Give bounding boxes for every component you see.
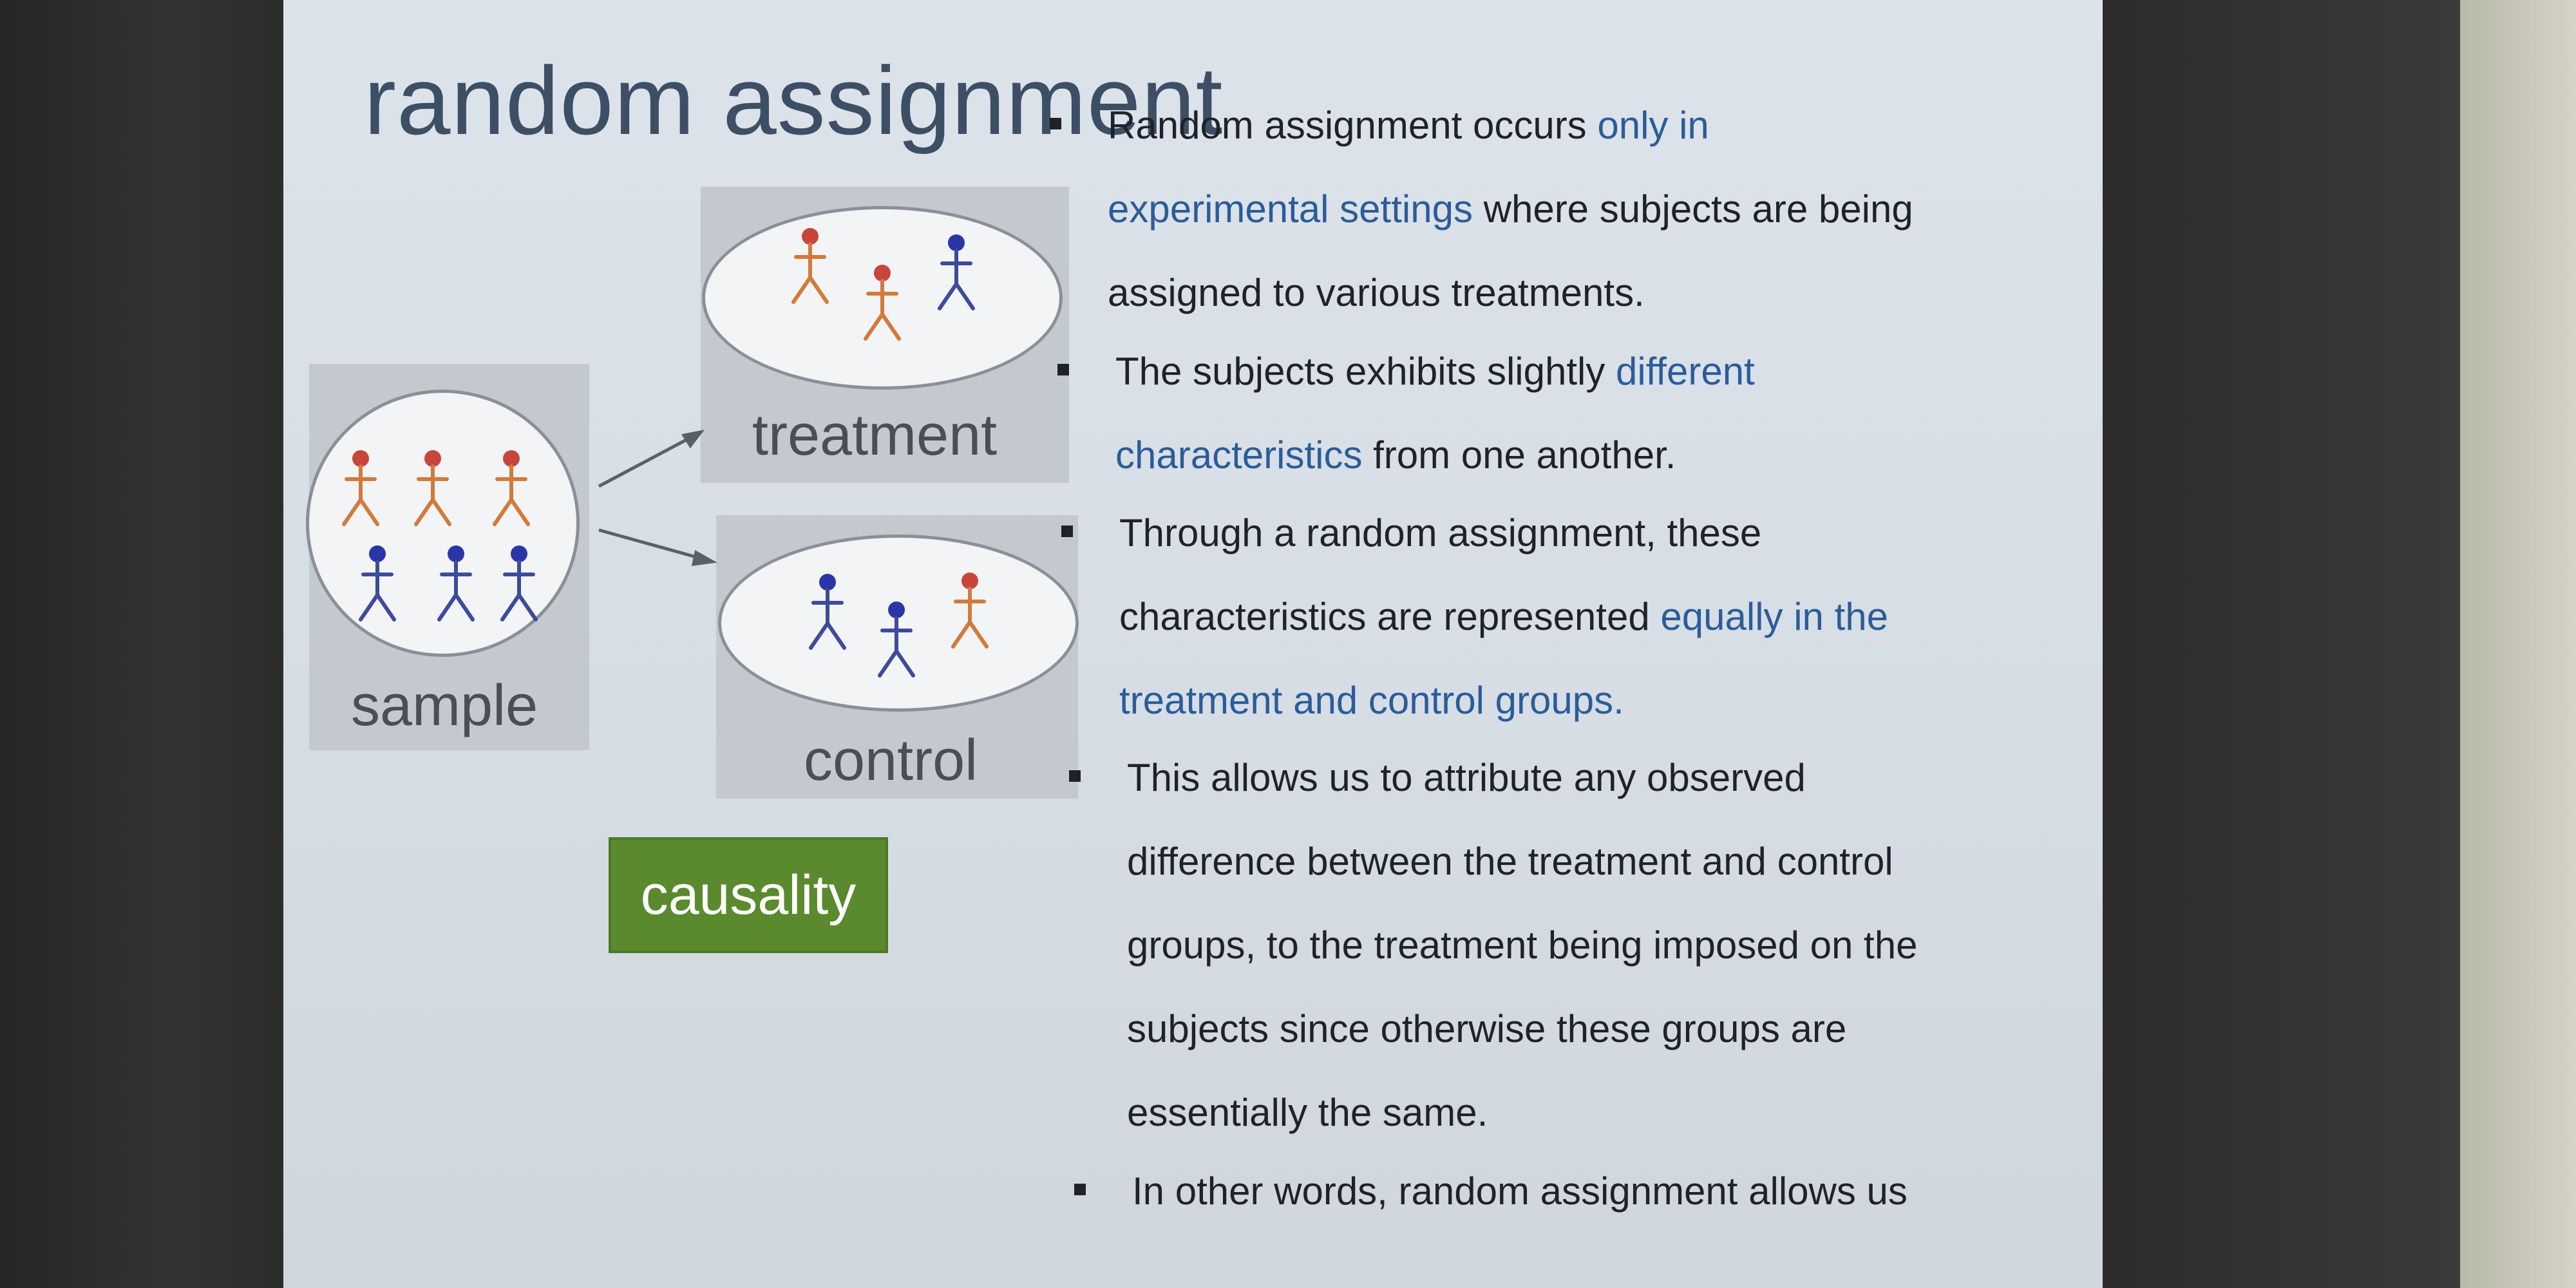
bullet-item: The subjects exhibits slightly different…: [1057, 330, 1755, 497]
stick-figure-blue: [938, 234, 975, 310]
background-wall: [2460, 0, 2576, 1288]
bullet-marker: [1050, 118, 1061, 129]
bullet-line: assigned to various treatments.: [1108, 251, 1913, 335]
bullet-marker: [1069, 770, 1081, 782]
highlighted-text: only in: [1597, 104, 1709, 147]
bullet-text: where subjects are being: [1472, 187, 1913, 231]
bullet-line: subjects since otherwise these groups ar…: [1127, 987, 1917, 1071]
highlighted-text: different: [1616, 350, 1755, 393]
causality-badge: causality: [609, 837, 888, 953]
sample-label: sample: [351, 674, 538, 738]
highlighted-text: treatment and control groups.: [1119, 679, 1624, 722]
bullet-text: Random assignment occurs: [1108, 104, 1598, 147]
bullet-line: essentially the same.: [1127, 1071, 1917, 1155]
bullet-line: This allows us to attribute any observed: [1127, 736, 1917, 820]
arrow-to-treatment-head: [681, 430, 705, 449]
stick-figure-blue: [809, 574, 846, 650]
stick-figure-blue: [500, 545, 538, 621]
bullet-text: In other words, random assignment allows…: [1132, 1170, 1908, 1213]
stick-figure-orange: [414, 450, 451, 526]
bullet-text: characteristics are represented: [1119, 595, 1661, 638]
bullet-text: groups, to the treatment being imposed o…: [1127, 923, 1918, 967]
bullet-line: experimental settings where subjects are…: [1108, 167, 1913, 251]
bullet-line: Random assignment occurs only in: [1108, 84, 1913, 167]
bullet-text: difference between the treatment and con…: [1127, 840, 1893, 883]
monitor-bezel-left: [0, 0, 283, 1288]
bullet-line: characteristics from one another.: [1115, 413, 1755, 497]
bullet-line: treatment and control groups.: [1119, 659, 1888, 743]
bullet-item: This allows us to attribute any observed…: [1069, 736, 1917, 1155]
bullet-text: This allows us to attribute any observed: [1127, 756, 1806, 799]
bullet-item: Random assignment occurs only in experime…: [1050, 84, 1913, 335]
bullet-text: subjects since otherwise these groups ar…: [1127, 1007, 1847, 1050]
highlighted-text: characteristics: [1115, 433, 1363, 477]
stick-figure-blue: [359, 545, 396, 621]
assignment-arrows: [598, 430, 717, 566]
stick-figure-orange: [864, 265, 901, 341]
highlighted-text: equally in the: [1660, 595, 1888, 638]
bullet-line: The subjects exhibits slightly different: [1115, 330, 1755, 413]
bullet-text: The subjects exhibits slightly: [1115, 350, 1616, 393]
stick-figure-orange: [791, 228, 829, 304]
arrow-to-control: [598, 528, 704, 561]
bullet-line: difference between the treatment and con…: [1127, 820, 1917, 904]
control-label: control: [804, 728, 978, 793]
bullet-marker: [1057, 364, 1069, 375]
bullet-item: In other words, random assignment allows…: [1074, 1150, 1908, 1233]
bullet-line: In other words, random assignment allows…: [1132, 1150, 1908, 1233]
bullet-marker: [1074, 1184, 1086, 1195]
slide-title: random assignment: [364, 46, 1224, 155]
bullet-marker: [1061, 526, 1073, 537]
monitor-bezel-right: [2103, 0, 2460, 1288]
bullet-item: Through a random assignment, these charac…: [1061, 491, 1888, 743]
treatment-label: treatment: [752, 403, 998, 468]
arrow-to-control-head: [691, 550, 717, 566]
presentation-slide: random assignment sample treatment contr…: [283, 0, 2103, 1288]
arrow-to-treatment: [598, 435, 694, 488]
bullet-line: groups, to the treatment being imposed o…: [1127, 904, 1917, 987]
bullet-line: characteristics are represented equally …: [1119, 575, 1888, 659]
stick-figure-orange: [951, 573, 989, 649]
bullet-text: Through a random assignment, these: [1119, 511, 1762, 554]
bullet-text: assigned to various treatments.: [1108, 271, 1645, 314]
stick-figure-orange: [342, 450, 379, 526]
bullet-text: from one another.: [1362, 433, 1676, 477]
highlighted-text: experimental settings: [1108, 187, 1473, 231]
stick-figure-blue: [437, 545, 475, 621]
stick-figure-blue: [878, 601, 915, 677]
stick-figure-orange: [493, 450, 530, 526]
causality-label: causality: [640, 864, 857, 926]
bullet-text: essentially the same.: [1127, 1091, 1488, 1134]
bullet-line: Through a random assignment, these: [1119, 491, 1888, 575]
